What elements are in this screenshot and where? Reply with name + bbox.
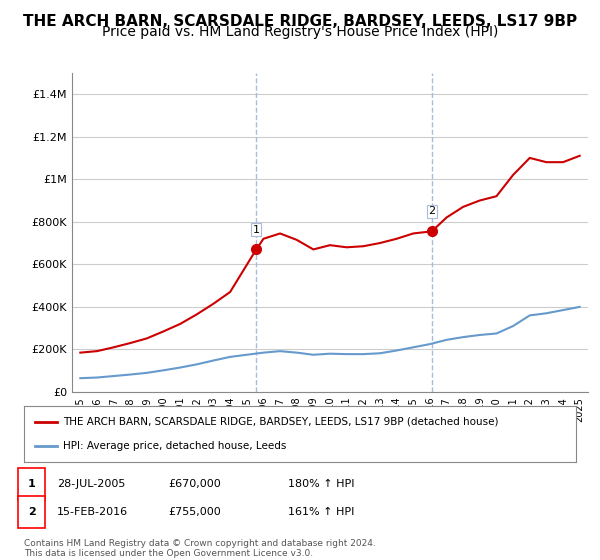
Text: HPI: Average price, detached house, Leeds: HPI: Average price, detached house, Leed…: [62, 441, 286, 451]
Text: £755,000: £755,000: [168, 507, 221, 517]
Text: 2: 2: [428, 207, 436, 217]
Text: 28-JUL-2005: 28-JUL-2005: [57, 479, 125, 489]
Text: £670,000: £670,000: [168, 479, 221, 489]
Text: 180% ↑ HPI: 180% ↑ HPI: [288, 479, 355, 489]
Text: Contains HM Land Registry data © Crown copyright and database right 2024.
This d: Contains HM Land Registry data © Crown c…: [24, 539, 376, 558]
Text: Price paid vs. HM Land Registry's House Price Index (HPI): Price paid vs. HM Land Registry's House …: [102, 25, 498, 39]
Text: 1: 1: [28, 479, 35, 489]
Text: 1: 1: [253, 225, 260, 235]
Text: THE ARCH BARN, SCARSDALE RIDGE, BARDSEY, LEEDS, LS17 9BP: THE ARCH BARN, SCARSDALE RIDGE, BARDSEY,…: [23, 14, 577, 29]
Text: 2: 2: [28, 507, 35, 517]
Text: 15-FEB-2016: 15-FEB-2016: [57, 507, 128, 517]
Text: THE ARCH BARN, SCARSDALE RIDGE, BARDSEY, LEEDS, LS17 9BP (detached house): THE ARCH BARN, SCARSDALE RIDGE, BARDSEY,…: [62, 417, 498, 427]
Text: 161% ↑ HPI: 161% ↑ HPI: [288, 507, 355, 517]
